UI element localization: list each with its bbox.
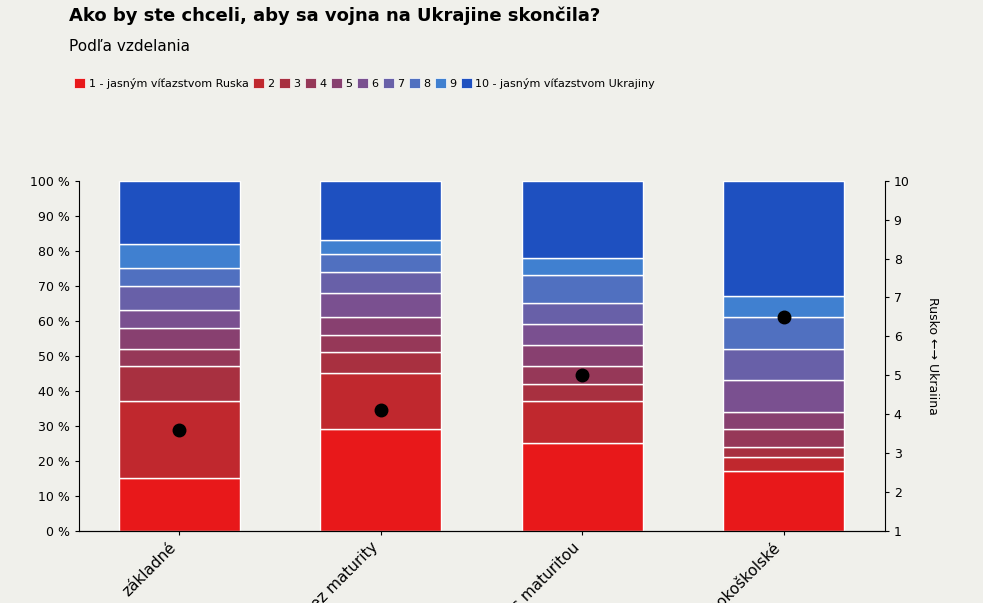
- Text: Ako by ste chceli, aby sa vojna na Ukrajine skončila?: Ako by ste chceli, aby sa vojna na Ukraj…: [69, 6, 600, 25]
- Bar: [723, 317, 844, 349]
- Bar: [119, 244, 240, 268]
- Bar: [522, 366, 643, 384]
- Bar: [119, 366, 240, 401]
- Bar: [320, 181, 441, 241]
- Bar: [320, 429, 441, 531]
- Bar: [119, 478, 240, 531]
- Bar: [320, 335, 441, 352]
- Bar: [119, 286, 240, 311]
- Bar: [119, 268, 240, 286]
- Y-axis label: Rusko ←→ Ukraiina: Rusko ←→ Ukraiina: [926, 297, 940, 415]
- Bar: [723, 296, 844, 317]
- Bar: [119, 181, 240, 244]
- Bar: [522, 181, 643, 258]
- Bar: [723, 380, 844, 412]
- Bar: [723, 412, 844, 429]
- Bar: [723, 349, 844, 380]
- Bar: [119, 401, 240, 478]
- Bar: [522, 401, 643, 443]
- Bar: [320, 272, 441, 293]
- Bar: [320, 317, 441, 335]
- Bar: [522, 443, 643, 531]
- Bar: [119, 311, 240, 328]
- Bar: [522, 384, 643, 401]
- Text: Podľa vzdelania: Podľa vzdelania: [69, 39, 190, 54]
- Bar: [119, 349, 240, 366]
- Bar: [320, 373, 441, 429]
- Bar: [320, 241, 441, 254]
- Bar: [522, 324, 643, 346]
- Bar: [320, 254, 441, 272]
- Bar: [522, 303, 643, 324]
- Bar: [522, 346, 643, 366]
- Legend: 1 - jasným víťazstvom Ruska, 2, 3, 4, 5, 6, 7, 8, 9, 10 - jasným víťazstvom Ukra: 1 - jasným víťazstvom Ruska, 2, 3, 4, 5,…: [75, 78, 655, 89]
- Bar: [723, 447, 844, 457]
- Bar: [723, 181, 844, 296]
- Bar: [320, 352, 441, 373]
- Bar: [320, 293, 441, 317]
- Bar: [723, 429, 844, 447]
- Bar: [723, 471, 844, 531]
- Bar: [522, 276, 643, 303]
- Bar: [119, 328, 240, 349]
- Bar: [522, 258, 643, 276]
- Bar: [723, 457, 844, 471]
